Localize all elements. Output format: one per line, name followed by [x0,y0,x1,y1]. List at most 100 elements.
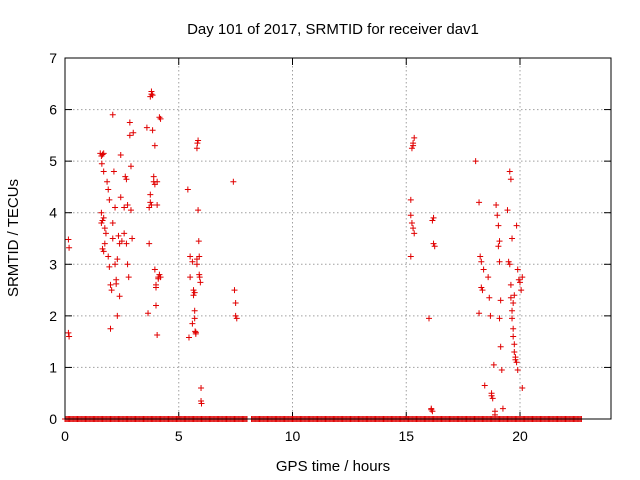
data-point [515,276,522,283]
data-point [488,392,495,399]
data-points [62,88,585,422]
data-point [156,114,163,121]
data-point [66,333,73,340]
data-point [487,312,494,319]
data-point [156,271,163,278]
y-tick-label: 3 [49,256,57,272]
y-tick-label: 6 [49,102,57,118]
data-point [411,134,418,141]
data-point [189,320,196,327]
data-point [150,173,157,180]
data-point [130,129,137,136]
data-point [191,315,198,322]
data-point [510,299,517,306]
data-point [478,258,485,265]
data-point [490,361,497,368]
data-point [143,124,150,131]
data-point [124,201,131,208]
data-point [504,207,511,214]
data-point [478,284,485,291]
data-point [519,274,526,281]
data-point [198,385,205,392]
data-point [514,266,521,273]
data-point [146,240,153,247]
data-point [198,400,205,407]
data-point [154,178,161,185]
data-point [495,222,502,229]
data-point [481,382,488,389]
data-point [149,127,156,134]
data-point [491,411,498,418]
data-point [499,405,506,412]
data-point [513,222,520,229]
data-point [107,325,114,332]
data-point [510,325,517,332]
data-point [476,199,483,206]
data-point [114,256,121,263]
data-point [117,151,124,158]
data-point [99,151,106,158]
data-point [98,160,105,167]
data-point [426,315,432,322]
data-point [112,261,119,268]
data-point [517,279,523,286]
data-point [496,258,503,265]
data-point [124,261,131,268]
data-point [472,158,479,165]
data-point [101,225,108,232]
data-point [193,145,200,152]
data-point [480,266,487,273]
data-point [507,294,514,301]
data-point [100,214,107,221]
data-point [126,132,133,139]
data-point [495,243,502,250]
data-point [99,217,106,224]
data-point [122,173,129,180]
data-point [153,284,159,291]
data-point [408,220,415,227]
data-point [110,168,117,175]
x-tick-label: 10 [285,428,301,444]
y-tick-label: 5 [49,153,57,169]
data-point [428,406,435,413]
data-point [496,315,503,322]
data-point [496,238,503,245]
data-point [149,92,156,99]
data-point [106,263,113,270]
data-point [194,140,201,147]
data-point [477,253,484,260]
grid-lines [65,58,611,419]
data-point [192,329,199,336]
data-point [121,230,128,237]
data-point [410,142,417,149]
data-point [233,315,240,322]
data-point [479,287,486,294]
data-point [145,310,152,317]
y-tick-label: 7 [49,50,57,66]
data-point [105,253,112,260]
data-point [230,178,237,185]
data-point [118,238,125,245]
data-point [115,232,122,239]
y-tick-label: 4 [49,205,57,221]
data-point [505,258,512,265]
data-point [121,204,128,211]
data-point [105,186,112,193]
data-point [190,292,197,299]
data-point [153,302,159,309]
data-point [430,240,437,247]
data-point [100,150,107,157]
data-point [507,176,514,183]
x-tick-label: 20 [512,428,528,444]
x-tick-label: 5 [175,428,183,444]
data-point [195,137,202,144]
data-point [231,287,238,294]
data-point [126,119,133,126]
data-point [114,312,121,319]
data-point [98,209,105,216]
data-point [430,214,437,221]
data-point [510,333,517,340]
data-point [185,334,192,341]
data-point [195,207,202,214]
